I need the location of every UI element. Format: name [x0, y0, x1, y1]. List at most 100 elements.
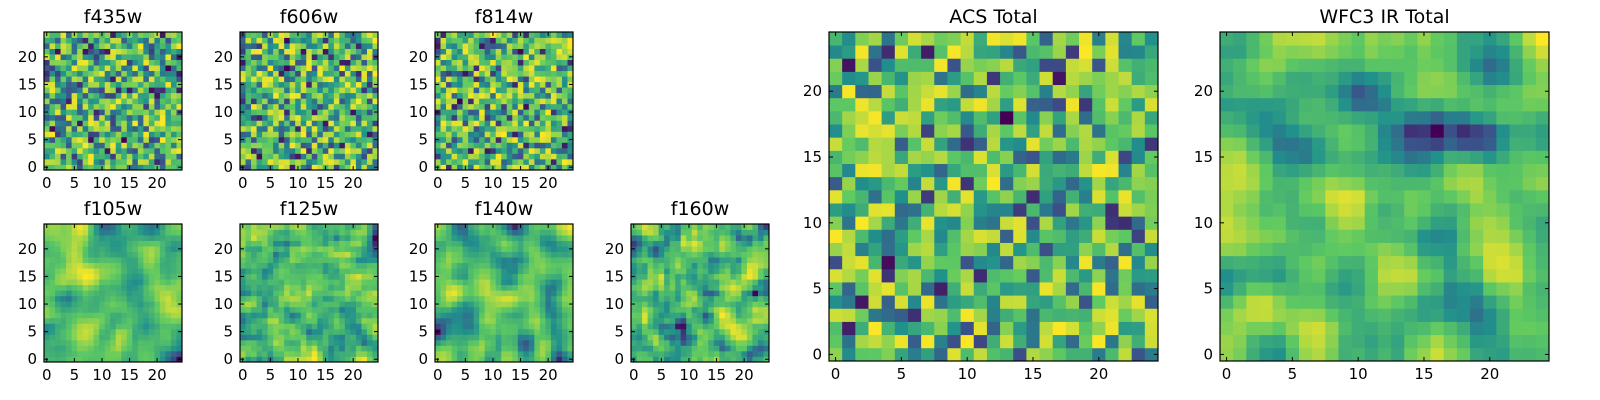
- heatmap-cell: [88, 312, 95, 319]
- heatmap-cell: [973, 255, 988, 270]
- heatmap-cell: [534, 125, 541, 132]
- heatmap-cell: [517, 290, 524, 297]
- y-tick-label: 5: [223, 131, 233, 149]
- heatmap-cell: [446, 257, 452, 264]
- heatmap-cell: [636, 229, 643, 236]
- heatmap-cell: [741, 284, 748, 291]
- heatmap-cell: [691, 224, 698, 230]
- heatmap-cell: [278, 70, 285, 77]
- heatmap-cell: [121, 120, 128, 127]
- heatmap-cell: [267, 268, 274, 275]
- heatmap-cell: [339, 356, 346, 363]
- heatmap-cell: [545, 295, 552, 302]
- heatmap-cell: [730, 339, 737, 346]
- x-tick-label: 10: [483, 174, 502, 192]
- heatmap-cell: [355, 317, 362, 324]
- heatmap-cell: [855, 334, 869, 349]
- heatmap-cell: [517, 87, 524, 94]
- heatmap-cell: [512, 279, 519, 286]
- heatmap-cell: [311, 76, 318, 83]
- heatmap-cell: [355, 224, 362, 230]
- heatmap-cell: [539, 262, 546, 269]
- heatmap-cell: [333, 32, 340, 38]
- heatmap-cell: [289, 164, 296, 171]
- heatmap-cell: [110, 59, 117, 66]
- heatmap-cell: [675, 328, 682, 335]
- heatmap-cell: [77, 240, 84, 247]
- heatmap-cell: [121, 240, 128, 247]
- heatmap-cell: [545, 109, 552, 116]
- heatmap-cell: [289, 54, 296, 60]
- heatmap-cell: [468, 103, 475, 110]
- heatmap-cell: [501, 328, 508, 335]
- heatmap-cell: [159, 339, 166, 346]
- heatmap-cell: [539, 235, 546, 241]
- heatmap-cell: [350, 43, 357, 49]
- heatmap-cell: [907, 295, 922, 309]
- heatmap-cell: [137, 120, 144, 127]
- heatmap-cell: [93, 76, 100, 83]
- heatmap-cell: [462, 81, 469, 88]
- heatmap-cell: [126, 103, 133, 110]
- heatmap-cell: [556, 312, 563, 319]
- heatmap-cell: [1105, 255, 1119, 270]
- heatmap-cell: [647, 284, 654, 291]
- heatmap-cell: [523, 257, 530, 264]
- heatmap-cell: [328, 76, 335, 83]
- heatmap-cell: [545, 65, 552, 72]
- heatmap-cell: [512, 224, 519, 230]
- heatmap-cell: [713, 306, 720, 313]
- heatmap-cell: [561, 262, 568, 269]
- heatmap-cell: [295, 339, 302, 346]
- heatmap-cell: [366, 317, 373, 324]
- heatmap-cell: [697, 262, 704, 269]
- heatmap-cell: [680, 295, 687, 302]
- heatmap-cell: [746, 323, 753, 330]
- heatmap-cell: [344, 350, 351, 357]
- heatmap-cell: [176, 350, 183, 357]
- heatmap-cell: [66, 142, 72, 149]
- heatmap-cell: [49, 142, 56, 149]
- heatmap-cell: [451, 345, 458, 352]
- heatmap-cell: [490, 125, 497, 132]
- heatmap-cell: [506, 339, 513, 346]
- y-tick-label: 5: [27, 131, 37, 149]
- heatmap-cell: [88, 290, 95, 297]
- heatmap-cell: [735, 279, 742, 286]
- heatmap-cell: [267, 70, 274, 77]
- heatmap-cell: [495, 76, 502, 83]
- heatmap-cell: [251, 350, 257, 357]
- heatmap-cell: [245, 158, 252, 165]
- heatmap-cell: [501, 87, 508, 94]
- heatmap-cell: [66, 312, 72, 319]
- heatmap-cell: [148, 59, 155, 66]
- heatmap-cell: [77, 54, 84, 60]
- heatmap-cell: [545, 235, 552, 241]
- y-tick-label: 0: [27, 350, 37, 368]
- heatmap-cell: [669, 224, 676, 230]
- heatmap-cell: [328, 142, 335, 149]
- heatmap-cell: [528, 92, 535, 99]
- heatmap-cell: [154, 65, 161, 72]
- heatmap-cell: [311, 54, 318, 60]
- heatmap-cell: [539, 345, 546, 352]
- heatmap-cell: [306, 323, 313, 330]
- heatmap-cell: [664, 328, 671, 335]
- heatmap-cell: [561, 114, 568, 121]
- heatmap-cell: [366, 251, 373, 258]
- heatmap-cell: [284, 257, 291, 264]
- heatmap-cell: [528, 131, 535, 138]
- heatmap-cell: [328, 65, 335, 72]
- heatmap-cell: [528, 262, 535, 269]
- heatmap-cell: [545, 37, 552, 44]
- heatmap-cell: [300, 48, 307, 55]
- heatmap-cell: [457, 301, 463, 308]
- heatmap-cell: [165, 65, 172, 72]
- heatmap-cell: [55, 125, 61, 132]
- chart-title-acs-total: ACS Total: [949, 6, 1038, 28]
- heatmap-cell: [446, 290, 452, 297]
- heatmap-cell: [278, 339, 285, 346]
- heatmap-cell: [561, 92, 568, 99]
- heatmap-cell: [44, 92, 50, 99]
